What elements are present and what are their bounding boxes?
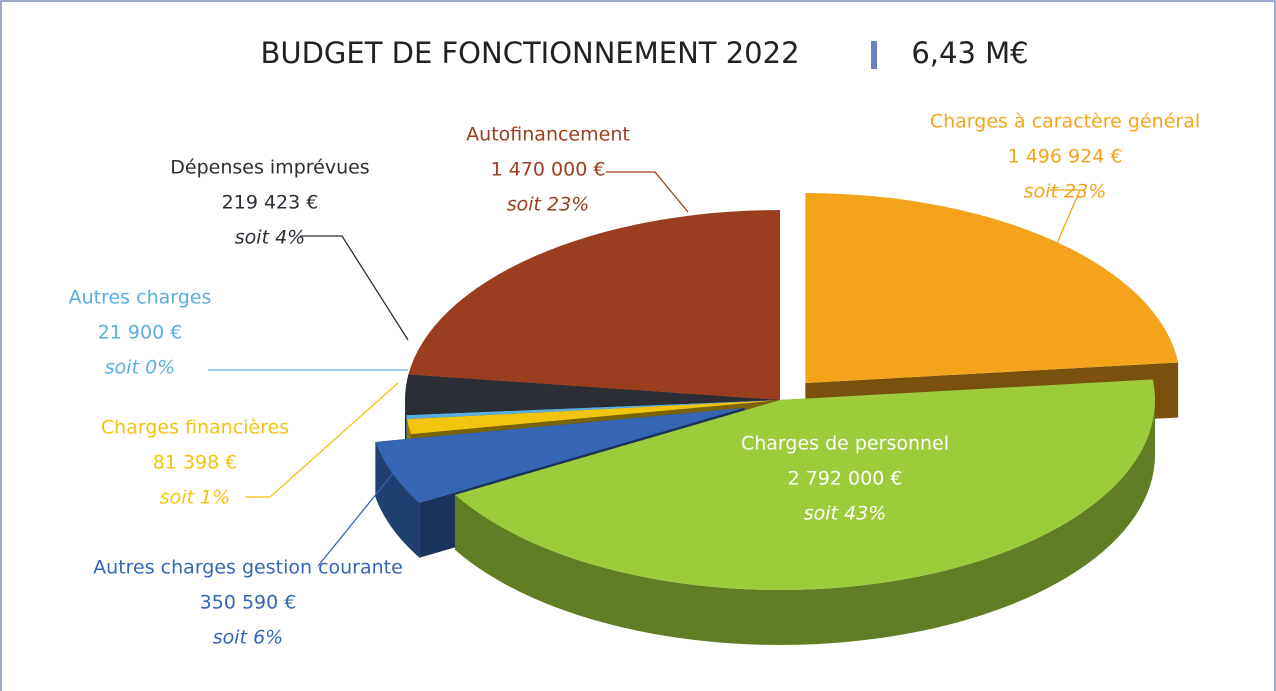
value-label: 21 900 € xyxy=(98,322,183,344)
slice xyxy=(375,407,745,503)
slice xyxy=(405,374,780,416)
leader-line xyxy=(606,171,689,213)
slice-label: Autres charges xyxy=(69,287,212,309)
slice-label: Charges à caractère général xyxy=(930,111,1200,133)
chart-title: BUDGET DE FONCTIONNEMENT 2022 xyxy=(260,36,799,70)
leader-line xyxy=(317,449,413,567)
value-label: 81 398 € xyxy=(153,452,238,474)
slice-label: Dépenses imprévues xyxy=(170,157,369,179)
leader-line xyxy=(1050,189,1081,256)
slice-side xyxy=(375,441,420,558)
share-label: soit 6% xyxy=(213,627,283,649)
slice xyxy=(408,210,780,400)
slice-label: Autres charges gestion courante xyxy=(93,557,403,579)
leader-line xyxy=(300,235,409,341)
share-label: soit 23% xyxy=(1024,181,1107,203)
slice-label: Autofinancement xyxy=(466,124,630,146)
share-label: soit 43% xyxy=(804,503,887,525)
slice xyxy=(406,400,780,420)
value-label: 219 423 € xyxy=(222,192,319,214)
chart-subtitle: 6,43 M€ xyxy=(911,36,1028,70)
title-separator xyxy=(871,41,877,69)
slice xyxy=(805,193,1179,384)
share-label: soit 0% xyxy=(105,357,175,379)
leader-line xyxy=(245,382,399,498)
slice-tops xyxy=(375,193,1179,591)
slice-label: Charges financières xyxy=(101,417,289,439)
value-label: 350 590 € xyxy=(200,592,297,614)
share-label: soit 23% xyxy=(507,194,590,216)
share-label: soit 4% xyxy=(235,227,305,249)
value-label: 1 496 924 € xyxy=(1008,146,1123,168)
share-label: soit 1% xyxy=(160,487,230,509)
slice-label: Charges de personnel xyxy=(741,433,949,455)
value-label: 2 792 000 € xyxy=(788,468,903,490)
slice xyxy=(455,379,1155,591)
slice-side xyxy=(455,400,1155,646)
value-label: 1 470 000 € xyxy=(491,159,606,181)
slice xyxy=(406,400,780,435)
